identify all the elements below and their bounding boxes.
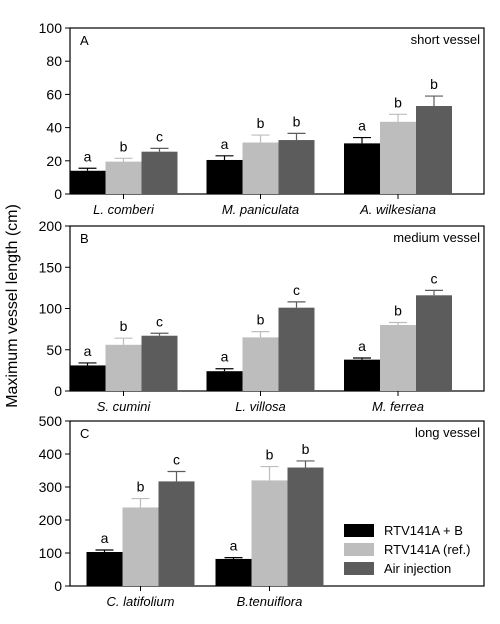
significance-letter: c xyxy=(431,270,438,286)
significance-letter: a xyxy=(84,148,92,164)
legend-entry: RTV141A (ref.) xyxy=(384,542,470,557)
y-tick-label: 200 xyxy=(39,512,63,528)
category-label: M. ferrea xyxy=(372,399,424,414)
y-axis-label: Maximum vessel length (cm) xyxy=(4,204,21,408)
bar xyxy=(141,151,178,194)
significance-letter: b xyxy=(257,115,265,131)
y-tick-label: 100 xyxy=(39,301,63,317)
panel-subtitle: medium vessel xyxy=(393,230,480,245)
bar xyxy=(141,335,178,391)
significance-letter: a xyxy=(358,338,366,354)
bar xyxy=(242,337,279,391)
panel-subtitle: long vessel xyxy=(415,425,480,440)
significance-letter: a xyxy=(84,343,92,359)
y-tick-label: 0 xyxy=(54,383,62,399)
category-label: A. wilkesiana xyxy=(359,202,436,217)
y-tick-label: 150 xyxy=(39,259,63,275)
bar xyxy=(242,142,279,194)
significance-letter: a xyxy=(358,118,366,134)
panels: 0 20 40 60 80 100 A short vessel L. comberi a b c M.… xyxy=(39,20,485,609)
bar xyxy=(416,295,452,391)
legend-swatch xyxy=(344,524,374,537)
significance-letter: b xyxy=(293,113,301,129)
y-tick-label: 400 xyxy=(39,446,63,462)
y-tick-label: 0 xyxy=(54,578,62,594)
bar xyxy=(278,307,315,391)
category-label: M. paniculata xyxy=(222,202,299,217)
category-label: L. villosa xyxy=(235,399,286,414)
y-tick-label: 100 xyxy=(39,20,63,36)
legend-entry: RTV141A + B xyxy=(384,523,463,538)
y-tick-label: 200 xyxy=(39,218,63,234)
panel-label: B xyxy=(80,231,89,246)
y-tick-label: 500 xyxy=(39,413,63,429)
bar xyxy=(215,558,252,586)
bar xyxy=(105,344,142,391)
bar xyxy=(206,371,243,391)
significance-letter: c xyxy=(293,282,300,298)
bar xyxy=(287,467,324,586)
significance-letter: b xyxy=(394,303,402,319)
significance-letter: b xyxy=(120,318,128,334)
bar xyxy=(380,325,416,391)
significance-letter: a xyxy=(230,538,238,554)
panel-C: 0 100 200 300 400 500 C long vessel C. latifoliu… xyxy=(39,413,485,609)
legend: RTV141A + B RTV141A (ref.) Air injection xyxy=(344,523,470,576)
category-label: B.tenuiflora xyxy=(237,594,303,609)
bar xyxy=(344,143,380,194)
significance-letter: b xyxy=(302,441,310,457)
significance-letter: b xyxy=(430,76,438,92)
bar xyxy=(69,365,106,391)
y-tick-label: 20 xyxy=(46,153,62,169)
bar xyxy=(105,161,142,194)
category-label: L. comberi xyxy=(93,202,155,217)
significance-letter: c xyxy=(173,451,180,467)
legend-swatch xyxy=(344,562,374,575)
bar xyxy=(278,140,315,194)
y-tick-label: 60 xyxy=(46,86,62,102)
y-tick-label: 40 xyxy=(46,120,62,136)
significance-letter: b xyxy=(394,94,402,110)
significance-letter: c xyxy=(156,313,163,329)
bar xyxy=(86,552,123,586)
panel-label: A xyxy=(80,33,89,48)
bar xyxy=(158,481,195,586)
significance-letter: b xyxy=(266,447,274,463)
category-label: C. latifolium xyxy=(107,594,175,609)
significance-letter: a xyxy=(221,349,229,365)
bar xyxy=(122,507,159,586)
significance-letter: b xyxy=(120,138,128,154)
panel-B: 0 50 100 150 200 B medium vessel S. cumini a b c L.… xyxy=(39,218,485,414)
bar xyxy=(69,170,106,194)
significance-letter: b xyxy=(137,479,145,495)
bar xyxy=(206,159,243,194)
bar xyxy=(416,106,452,194)
bar xyxy=(251,480,288,586)
panel-subtitle: short vessel xyxy=(411,32,480,47)
legend-swatch xyxy=(344,543,374,556)
significance-letter: b xyxy=(257,312,265,328)
y-tick-label: 300 xyxy=(39,479,63,495)
panel-label: C xyxy=(80,426,89,441)
legend-entry: Air injection xyxy=(384,561,451,576)
y-tick-label: 0 xyxy=(54,186,62,202)
category-label: S. cumini xyxy=(97,399,152,414)
y-tick-label: 100 xyxy=(39,545,63,561)
bar xyxy=(380,121,416,194)
y-tick-label: 50 xyxy=(46,342,62,358)
significance-letter: c xyxy=(156,128,163,144)
significance-letter: a xyxy=(101,530,109,546)
y-tick-label: 80 xyxy=(46,53,62,69)
panel-A: 0 20 40 60 80 100 A short vessel L. comberi a b c M.… xyxy=(39,20,485,217)
bar xyxy=(344,359,380,391)
significance-letter: a xyxy=(221,136,229,152)
